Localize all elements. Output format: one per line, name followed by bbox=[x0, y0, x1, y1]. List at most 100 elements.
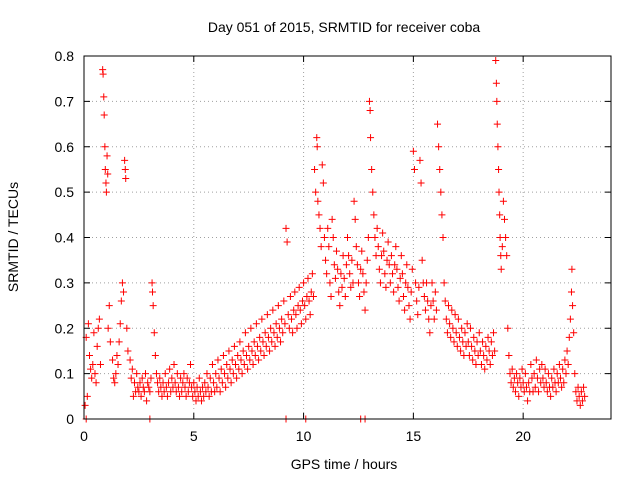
data-point bbox=[552, 388, 560, 396]
data-point bbox=[559, 365, 567, 373]
data-point bbox=[269, 306, 277, 314]
data-point bbox=[184, 388, 192, 396]
data-point bbox=[482, 342, 490, 350]
data-point bbox=[283, 238, 291, 246]
y-tick-label: 0 bbox=[66, 411, 74, 427]
data-point bbox=[204, 383, 212, 391]
data-point bbox=[237, 356, 245, 364]
data-point bbox=[105, 302, 113, 310]
data-point bbox=[171, 379, 179, 387]
data-point bbox=[506, 370, 514, 378]
data-point bbox=[224, 374, 232, 382]
data-point bbox=[435, 143, 443, 151]
data-point bbox=[475, 329, 483, 337]
data-point bbox=[569, 302, 577, 310]
data-point bbox=[398, 270, 406, 278]
data-point bbox=[88, 374, 96, 382]
data-point bbox=[468, 342, 476, 350]
data-point bbox=[553, 370, 561, 378]
data-point bbox=[558, 383, 566, 391]
data-point bbox=[87, 365, 95, 373]
data-point bbox=[318, 161, 326, 169]
data-point bbox=[497, 252, 505, 260]
data-point bbox=[151, 351, 159, 359]
data-point bbox=[331, 274, 339, 282]
data-point bbox=[450, 338, 458, 346]
data-point bbox=[121, 165, 129, 173]
data-point bbox=[453, 342, 461, 350]
data-point bbox=[230, 342, 238, 350]
data-point bbox=[509, 383, 517, 391]
x-tick-label: 15 bbox=[406, 428, 422, 444]
y-tick-label: 0.1 bbox=[55, 366, 75, 382]
data-point bbox=[361, 306, 369, 314]
data-point bbox=[320, 234, 328, 241]
data-point bbox=[311, 165, 319, 173]
data-point bbox=[129, 392, 137, 400]
data-point bbox=[103, 152, 111, 160]
data-point bbox=[297, 320, 305, 328]
data-point bbox=[298, 297, 306, 305]
data-point bbox=[397, 252, 405, 260]
data-point bbox=[281, 320, 289, 328]
data-point bbox=[426, 329, 434, 337]
data-point bbox=[439, 234, 447, 241]
data-point bbox=[324, 224, 332, 232]
data-point bbox=[381, 270, 389, 278]
data-point bbox=[522, 383, 530, 391]
data-point bbox=[337, 270, 345, 278]
data-point bbox=[170, 361, 178, 369]
data-point bbox=[376, 279, 384, 287]
data-point bbox=[580, 383, 588, 391]
data-point bbox=[516, 374, 524, 382]
data-point bbox=[222, 383, 230, 391]
data-point bbox=[233, 374, 241, 382]
data-point bbox=[508, 365, 516, 373]
data-point bbox=[360, 288, 368, 296]
data-point bbox=[280, 297, 288, 305]
data-point bbox=[113, 351, 121, 359]
data-point bbox=[428, 279, 436, 287]
data-point bbox=[492, 57, 500, 65]
data-point bbox=[271, 342, 279, 350]
data-point bbox=[338, 283, 346, 291]
data-point bbox=[144, 379, 152, 387]
data-point bbox=[441, 297, 449, 305]
data-point bbox=[242, 351, 250, 359]
data-point bbox=[434, 120, 442, 128]
data-point bbox=[577, 388, 585, 396]
data-point bbox=[407, 288, 415, 296]
data-point bbox=[399, 292, 407, 300]
data-point bbox=[248, 347, 256, 355]
data-point bbox=[176, 392, 184, 400]
y-tick-label: 0.5 bbox=[55, 184, 75, 200]
data-point bbox=[150, 329, 158, 337]
data-point bbox=[443, 329, 451, 337]
data-point bbox=[112, 370, 120, 378]
data-point bbox=[146, 388, 154, 396]
data-point bbox=[374, 243, 382, 251]
data-point bbox=[477, 361, 485, 369]
data-point bbox=[226, 365, 234, 373]
data-point bbox=[494, 143, 502, 151]
data-point bbox=[436, 165, 444, 173]
data-point bbox=[375, 265, 383, 273]
data-point bbox=[250, 338, 258, 346]
data-point bbox=[565, 333, 573, 341]
data-point bbox=[173, 370, 181, 378]
data-point bbox=[369, 188, 377, 196]
data-point bbox=[487, 338, 495, 346]
data-point bbox=[111, 379, 119, 387]
data-point bbox=[326, 279, 334, 287]
data-point bbox=[499, 197, 507, 205]
data-point bbox=[81, 401, 89, 409]
data-point bbox=[223, 361, 231, 369]
data-point bbox=[470, 333, 478, 341]
data-point bbox=[235, 365, 243, 373]
data-point bbox=[115, 338, 123, 346]
data-point bbox=[240, 361, 248, 369]
x-tick-label: 10 bbox=[296, 428, 312, 444]
data-point bbox=[143, 397, 151, 405]
data-point bbox=[501, 215, 509, 223]
